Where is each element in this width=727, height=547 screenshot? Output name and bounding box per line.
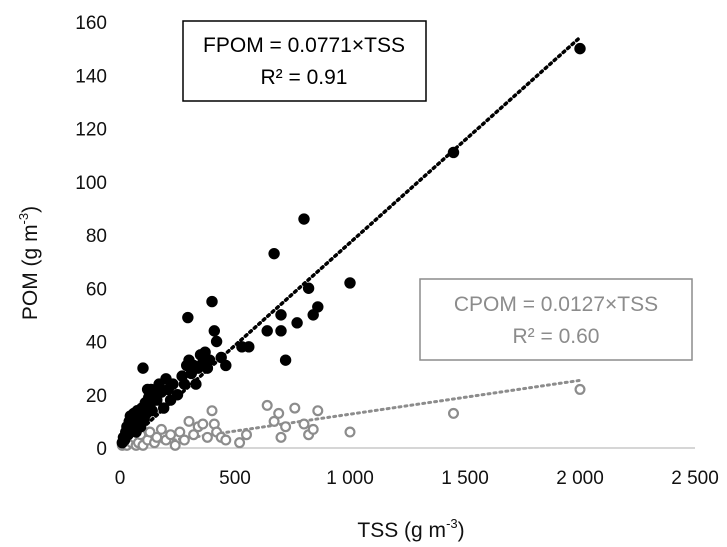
cpom-point xyxy=(574,383,586,395)
fpom-point xyxy=(275,325,287,337)
fpom-point xyxy=(268,247,280,260)
cpom-point xyxy=(155,423,167,435)
cpom-r-squared: R² = 0.60 xyxy=(513,325,600,348)
fpom-point xyxy=(206,295,218,308)
y-axis-title: POM (g m-3) xyxy=(16,206,42,320)
cpom-point xyxy=(174,426,186,438)
fpom-point xyxy=(210,335,223,348)
x-tick-label: 0 xyxy=(115,468,126,489)
x-tick-label: 1 500 xyxy=(441,468,489,489)
fpom-point xyxy=(204,354,216,366)
fpom-point xyxy=(275,309,287,321)
fpom-point xyxy=(344,277,356,289)
cpom-point xyxy=(289,402,301,414)
fpom-equation: FPOM = 0.0771×TSS xyxy=(203,34,405,57)
cpom-point xyxy=(197,418,209,430)
y-tick-label: 120 xyxy=(75,120,107,141)
fpom-point xyxy=(208,325,221,337)
fpom-point xyxy=(158,402,170,414)
cpom-point xyxy=(183,415,195,427)
cpom-point xyxy=(206,405,218,417)
cpom-point xyxy=(275,431,287,443)
fpom-point xyxy=(167,378,179,390)
cpom-point xyxy=(280,421,292,433)
y-tick-label: 60 xyxy=(86,279,107,300)
fpom-point xyxy=(312,301,324,313)
cpom-point xyxy=(344,426,356,438)
fpom-point xyxy=(137,362,149,374)
cpom-point xyxy=(220,434,232,446)
fpom-point xyxy=(302,282,315,294)
cpom-equation: CPOM = 0.0127×TSS xyxy=(454,293,658,316)
cpom-point xyxy=(307,423,319,435)
fpom-point xyxy=(146,405,158,417)
fpom-point xyxy=(190,378,202,390)
cpom-point xyxy=(298,418,310,430)
cpom-equation-box: CPOM = 0.0127×TSS R² = 0.60 xyxy=(419,278,693,361)
x-tick-label: 1 000 xyxy=(326,468,374,489)
cpom-point xyxy=(178,434,190,446)
x-tick-label: 2 000 xyxy=(556,468,604,489)
cpom-point xyxy=(201,431,213,443)
cpom-point xyxy=(188,429,200,441)
fpom-point xyxy=(574,42,586,55)
cpom-point xyxy=(448,407,460,419)
y-tick-label: 100 xyxy=(75,173,107,194)
fpom-r-squared: R² = 0.91 xyxy=(261,66,348,89)
y-tick-label: 0 xyxy=(96,439,107,460)
y-tick-label: 20 xyxy=(86,386,107,407)
cpom-point xyxy=(144,426,156,438)
y-tick-label: 80 xyxy=(86,226,107,247)
cpom-point xyxy=(273,407,285,419)
fpom-point xyxy=(291,317,303,329)
cpom-point xyxy=(165,429,177,441)
y-tick-label: 160 xyxy=(75,13,107,34)
fpom-point xyxy=(447,146,460,159)
x-tick-label: 2 500 xyxy=(671,468,719,489)
fpom-point xyxy=(178,378,191,390)
fpom-point xyxy=(261,325,273,337)
cpom-point xyxy=(268,415,280,427)
axes: 0 500 1 000 1 500 2 000 2 500 0 20 40 60 80 100 120… xyxy=(75,13,718,489)
y-tick-label: 40 xyxy=(86,333,107,354)
fpom-point xyxy=(279,354,292,366)
x-tick-labels: 0 500 1 000 1 500 2 000 2 500 xyxy=(115,468,719,489)
fpom-equation-box: FPOM = 0.0771×TSS R² = 0.91 xyxy=(182,20,427,102)
cpom-point xyxy=(261,399,273,411)
fpom-point xyxy=(171,389,184,401)
fpom-point xyxy=(243,341,255,353)
y-tick-label: 140 xyxy=(75,66,107,87)
cpom-point xyxy=(241,429,253,441)
x-axis-title: TSS (g m-3) xyxy=(357,516,464,542)
y-tick-labels: 0 20 40 60 80 100 120 140 160 xyxy=(75,13,107,460)
x-tick-label: 500 xyxy=(219,468,251,489)
fpom-point xyxy=(220,359,232,372)
cpom-point xyxy=(234,437,246,449)
data-points xyxy=(116,42,586,451)
cpom-point xyxy=(312,405,324,417)
fpom-point xyxy=(182,311,194,324)
fpom-point xyxy=(298,213,310,225)
cpom-point xyxy=(169,439,181,451)
